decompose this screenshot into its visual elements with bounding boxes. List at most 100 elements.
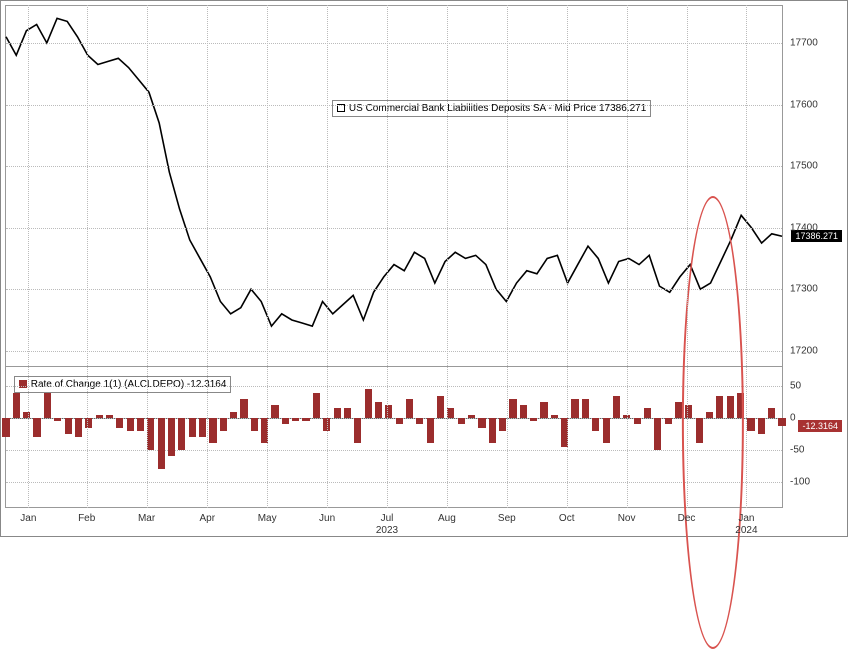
x-month-label: Jun (319, 513, 335, 524)
roc-bar (737, 393, 744, 418)
plot-area: US Commercial Bank Liabilities Deposits … (5, 5, 783, 508)
roc-bar (592, 418, 599, 431)
roc-bar (727, 396, 734, 418)
grid-v (207, 5, 208, 508)
roc-bar (447, 408, 454, 418)
grid-v (447, 5, 448, 508)
roc-bar (292, 418, 299, 421)
grid-v (327, 5, 328, 508)
grid-h (6, 289, 782, 290)
x-month-label: Jul (381, 513, 394, 524)
grid-h (6, 386, 782, 387)
roc-bar (778, 418, 785, 426)
grid-v (627, 5, 628, 508)
roc-bar (96, 415, 103, 418)
roc-bar (396, 418, 403, 424)
roc-bar (416, 418, 423, 424)
roc-bar (54, 418, 61, 421)
roc-bar (230, 412, 237, 418)
roc-bar (65, 418, 72, 434)
roc-bar (147, 418, 154, 450)
roc-bar (2, 418, 9, 437)
grid-h (6, 43, 782, 44)
roc-bar (696, 418, 703, 443)
roc-bar (365, 389, 372, 418)
roc-bar (220, 418, 227, 431)
roc-bar (178, 418, 185, 450)
roc-bar (199, 418, 206, 437)
roc-bar (758, 418, 765, 434)
roc-bar (468, 415, 475, 418)
roc-bar (137, 418, 144, 431)
grid-h (6, 166, 782, 167)
grid-v (267, 5, 268, 508)
roc-bar (551, 415, 558, 418)
y-tick-label: 0 (790, 413, 840, 424)
y-tick-label: -100 (790, 476, 840, 487)
x-month-label: Dec (678, 513, 696, 524)
x-year-label: 2024 (735, 525, 757, 536)
grid-v (687, 5, 688, 508)
x-month-label: Feb (78, 513, 95, 524)
roc-bar (189, 418, 196, 437)
upper-legend: US Commercial Bank Liabilities Deposits … (332, 100, 651, 117)
roc-bar (747, 418, 754, 431)
roc-bar (209, 418, 216, 443)
grid-v (746, 5, 747, 508)
roc-bar (437, 396, 444, 418)
y-tick-label: -50 (790, 444, 840, 455)
roc-bar (509, 399, 516, 418)
grid-h (6, 482, 782, 483)
roc-bar (768, 408, 775, 418)
grid-h (6, 351, 782, 352)
roc-bar (313, 393, 320, 418)
roc-bar (354, 418, 361, 443)
y-tick-label: 17400 (790, 222, 840, 233)
deposits-line (6, 6, 782, 366)
roc-bar (499, 418, 506, 431)
roc-bar (634, 418, 641, 424)
x-year-label: 2023 (376, 525, 398, 536)
roc-bar (520, 405, 527, 418)
grid-v (28, 5, 29, 508)
roc-bar (13, 393, 20, 418)
roc-bar (375, 402, 382, 418)
roc-bar (654, 418, 661, 450)
roc-bar (116, 418, 123, 428)
grid-v (567, 5, 568, 508)
roc-bar (168, 418, 175, 456)
x-month-label: Aug (438, 513, 456, 524)
roc-bar (406, 399, 413, 418)
y-tick-label: 50 (790, 381, 840, 392)
lower-legend: Rate of Change 1(1) (ALCLDEPO) -12.3164 (14, 376, 232, 393)
roc-bar (427, 418, 434, 443)
x-month-label: Oct (559, 513, 575, 524)
roc-bar (571, 399, 578, 418)
roc-bar (33, 418, 40, 437)
roc-bar (582, 399, 589, 418)
roc-bar (344, 408, 351, 418)
roc-bar (706, 412, 713, 418)
roc-bar (106, 415, 113, 418)
y-tick-label: 17600 (790, 99, 840, 110)
x-month-label: Mar (138, 513, 155, 524)
grid-h (6, 105, 782, 106)
grid-v (147, 5, 148, 508)
roc-bar (334, 408, 341, 418)
y-tick-label: 17500 (790, 161, 840, 172)
roc-bar (644, 408, 651, 418)
roc-bar (530, 418, 537, 421)
roc-bar (675, 402, 682, 418)
x-month-label: Sep (498, 513, 516, 524)
roc-bar (282, 418, 289, 424)
roc-bar (240, 399, 247, 418)
grid-v (87, 5, 88, 508)
x-month-label: Jan (738, 513, 754, 524)
roc-bar (44, 393, 51, 418)
grid-h (6, 450, 782, 451)
roc-bar (665, 418, 672, 424)
roc-bar (613, 396, 620, 418)
lower-legend-text: Rate of Change 1(1) (ALCLDEPO) -12.3164 (31, 379, 227, 390)
x-month-label: May (258, 513, 277, 524)
y-tick-label: 17200 (790, 345, 840, 356)
